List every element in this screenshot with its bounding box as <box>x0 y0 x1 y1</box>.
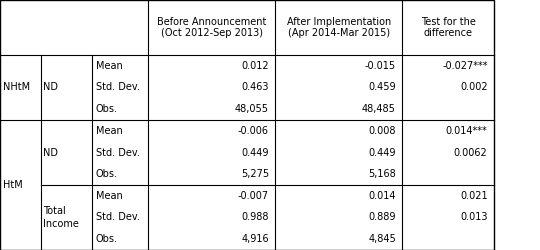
Text: 0.988: 0.988 <box>241 212 269 222</box>
Text: 5,168: 5,168 <box>368 169 396 179</box>
Text: Std. Dev.: Std. Dev. <box>96 148 139 158</box>
Text: 48,055: 48,055 <box>235 104 269 114</box>
Text: 0.449: 0.449 <box>241 148 269 158</box>
Text: 0.014***: 0.014*** <box>446 126 488 136</box>
Text: Mean: Mean <box>96 191 123 201</box>
Text: Mean: Mean <box>96 126 123 136</box>
Text: 4,845: 4,845 <box>368 234 396 244</box>
Text: ND: ND <box>43 148 58 158</box>
Text: Total
Income: Total Income <box>43 206 79 229</box>
Text: 0.459: 0.459 <box>368 82 396 92</box>
Text: 0.002: 0.002 <box>460 82 488 92</box>
Text: Std. Dev.: Std. Dev. <box>96 82 139 92</box>
Text: -0.015: -0.015 <box>364 61 396 71</box>
Text: 0.008: 0.008 <box>368 126 396 136</box>
Text: Mean: Mean <box>96 61 123 71</box>
Text: Obs.: Obs. <box>96 169 118 179</box>
Text: ND: ND <box>43 82 58 92</box>
Text: 0.013: 0.013 <box>460 212 488 222</box>
Text: Obs.: Obs. <box>96 234 118 244</box>
Text: -0.007: -0.007 <box>238 191 269 201</box>
Text: 4,916: 4,916 <box>241 234 269 244</box>
Text: 0.889: 0.889 <box>368 212 396 222</box>
Text: 48,485: 48,485 <box>362 104 396 114</box>
Text: Before Announcement
(Oct 2012-Sep 2013): Before Announcement (Oct 2012-Sep 2013) <box>157 17 267 38</box>
Text: -0.027***: -0.027*** <box>442 61 488 71</box>
Text: Std. Dev.: Std. Dev. <box>96 212 139 222</box>
Text: 0.449: 0.449 <box>368 148 396 158</box>
Text: -0.006: -0.006 <box>238 126 269 136</box>
Text: Obs.: Obs. <box>96 104 118 114</box>
Text: 0.014: 0.014 <box>368 191 396 201</box>
Text: NHtM: NHtM <box>3 82 30 92</box>
Text: After Implementation
(Apr 2014-Mar 2015): After Implementation (Apr 2014-Mar 2015) <box>287 17 391 38</box>
Text: 0.012: 0.012 <box>241 61 269 71</box>
Text: 0.463: 0.463 <box>241 82 269 92</box>
Text: 0.0062: 0.0062 <box>454 148 488 158</box>
Text: 5,275: 5,275 <box>241 169 269 179</box>
Text: 0.021: 0.021 <box>460 191 488 201</box>
Text: HtM: HtM <box>3 180 23 190</box>
Text: Test for the
difference: Test for the difference <box>421 17 476 38</box>
